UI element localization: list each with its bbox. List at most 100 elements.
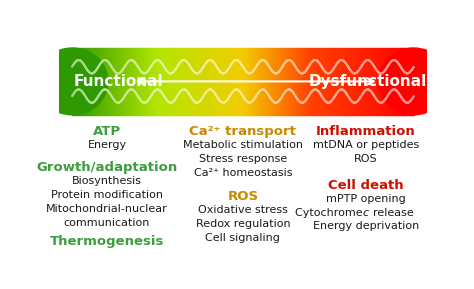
Text: Stress response: Stress response — [199, 154, 287, 164]
Bar — [140, 48, 141, 115]
Bar — [353, 48, 354, 115]
Bar — [362, 48, 363, 115]
Bar — [215, 48, 216, 115]
Bar — [231, 48, 232, 115]
Bar — [335, 48, 336, 115]
Bar — [114, 48, 115, 115]
Bar — [351, 48, 352, 115]
Bar — [399, 48, 400, 115]
Text: ROS: ROS — [354, 154, 378, 164]
Bar — [155, 48, 156, 115]
Bar — [342, 48, 343, 115]
Bar — [164, 48, 165, 115]
Text: Protein modification: Protein modification — [51, 190, 163, 200]
Bar — [242, 48, 243, 115]
Bar — [321, 48, 322, 115]
Bar — [120, 48, 121, 115]
Bar — [131, 48, 132, 115]
Bar — [136, 48, 137, 115]
Bar — [224, 48, 225, 115]
Bar — [148, 48, 149, 115]
Bar — [174, 48, 175, 115]
Bar — [264, 48, 265, 115]
Bar — [180, 48, 181, 115]
Bar — [374, 48, 375, 115]
Bar — [378, 48, 379, 115]
Bar — [261, 48, 262, 115]
Bar — [272, 48, 273, 115]
Bar — [99, 48, 100, 115]
Bar — [357, 48, 358, 115]
Bar — [138, 48, 139, 115]
Bar — [281, 48, 282, 115]
Bar — [361, 48, 362, 115]
Bar — [143, 48, 144, 115]
Bar — [114, 48, 115, 115]
Bar — [314, 48, 315, 115]
Bar — [141, 48, 142, 115]
Bar — [105, 48, 106, 115]
Bar — [363, 48, 364, 115]
Bar — [398, 48, 399, 115]
Bar — [403, 48, 404, 115]
Bar — [306, 48, 307, 115]
Bar — [195, 48, 196, 115]
Bar — [122, 48, 123, 115]
Bar — [206, 48, 207, 115]
Bar — [182, 48, 183, 115]
Bar — [355, 48, 356, 115]
Bar — [400, 48, 401, 115]
Text: mtDNA or peptides: mtDNA or peptides — [313, 140, 419, 150]
Bar — [254, 48, 255, 115]
Bar — [165, 48, 166, 115]
Bar — [170, 48, 171, 115]
Bar — [90, 48, 91, 115]
Bar — [197, 48, 198, 115]
Bar — [107, 48, 108, 115]
Bar — [354, 48, 355, 115]
Bar — [282, 48, 283, 115]
Bar — [169, 48, 170, 115]
Text: ATP: ATP — [93, 125, 121, 138]
Bar — [149, 48, 150, 115]
Bar — [294, 48, 295, 115]
Bar — [191, 48, 192, 115]
Bar — [188, 48, 189, 115]
Bar — [232, 48, 233, 115]
Bar — [85, 48, 86, 115]
Bar — [248, 48, 249, 115]
Bar — [159, 48, 160, 115]
Bar — [225, 48, 226, 115]
Bar — [228, 48, 229, 115]
Bar — [309, 48, 310, 115]
Bar — [337, 48, 338, 115]
Bar — [238, 48, 239, 115]
Text: Oxidative stress: Oxidative stress — [198, 205, 288, 215]
Bar — [185, 48, 186, 115]
Bar — [327, 48, 328, 115]
Bar — [386, 48, 387, 115]
Bar — [389, 48, 390, 115]
Bar — [151, 48, 152, 115]
Bar — [89, 48, 90, 115]
Bar — [102, 48, 103, 115]
Bar — [93, 48, 94, 115]
Bar — [241, 48, 242, 115]
Bar — [154, 48, 155, 115]
Bar — [150, 48, 151, 115]
Bar — [227, 48, 228, 115]
Bar — [176, 48, 177, 115]
Bar — [271, 48, 272, 115]
Bar — [413, 48, 414, 115]
Bar — [384, 48, 385, 115]
Bar — [167, 48, 168, 115]
Bar — [91, 48, 92, 115]
Bar — [147, 48, 148, 115]
Bar — [277, 48, 278, 115]
Bar — [134, 48, 135, 115]
Bar — [118, 48, 119, 115]
Bar — [377, 48, 378, 115]
Bar — [168, 48, 169, 115]
Bar — [317, 48, 318, 115]
Bar — [109, 48, 110, 115]
